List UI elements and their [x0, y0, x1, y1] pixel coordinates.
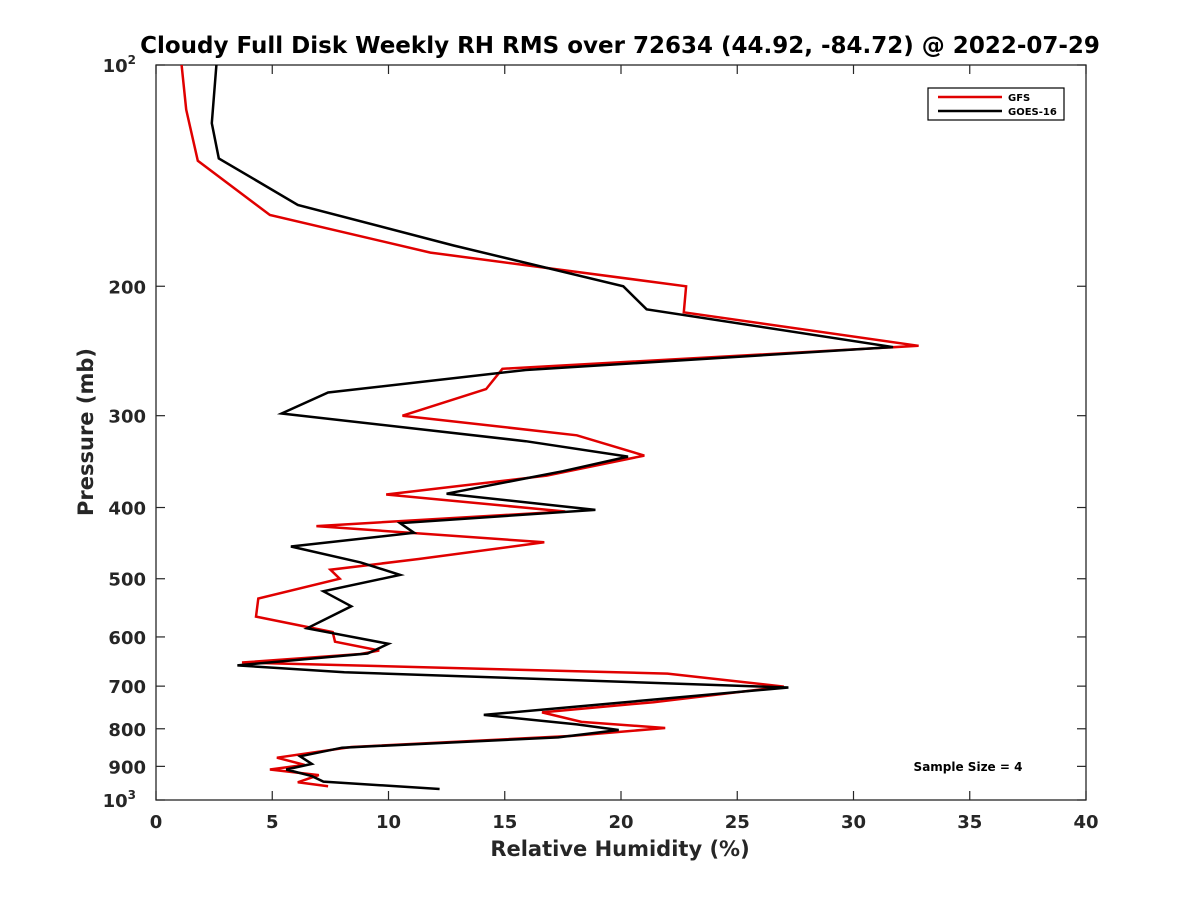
- y-axis: 102 200 300 400 500 600 700 800 900 103: [103, 53, 1086, 812]
- x-axis: 0 5 10 15 20 25 30 35 40: [150, 65, 1099, 833]
- plot-area: [155, 64, 1087, 801]
- x-tick-label: 15: [492, 812, 517, 833]
- y-tick-label: 103: [103, 788, 136, 812]
- series-layer: [180, 64, 919, 791]
- x-tick-label: 30: [841, 812, 866, 833]
- y-tick-label: 900: [108, 757, 146, 778]
- legend-label-gfs: GFS: [1008, 93, 1030, 104]
- chart-title: Cloudy Full Disk Weekly RH RMS over 7263…: [140, 33, 1100, 59]
- y-tick-label: 400: [108, 499, 146, 520]
- x-tick-label: 0: [150, 812, 163, 833]
- x-tick-label: 20: [608, 812, 633, 833]
- x-tick-label: 10: [376, 812, 401, 833]
- legend-label-goes16: GOES-16: [1008, 107, 1057, 118]
- y-tick-label: 700: [108, 677, 146, 698]
- x-tick-label: 25: [725, 812, 750, 833]
- y-tick-label: 500: [108, 570, 146, 591]
- y-tick-label: 102: [103, 53, 136, 77]
- y-tick-label: 300: [108, 407, 146, 428]
- y-tick-label: 800: [108, 720, 146, 741]
- legend: GFS GOES-16: [927, 87, 1065, 121]
- series-line-goes16: [210, 64, 894, 791]
- y-axis-label: Pressure (mb): [74, 348, 98, 516]
- x-tick-label: 5: [266, 812, 279, 833]
- x-tick-label: 40: [1073, 812, 1098, 833]
- x-tick-label: 35: [957, 812, 982, 833]
- sample-size-annotation: Sample Size = 4: [914, 760, 1023, 774]
- x-axis-label: Relative Humidity (%): [490, 837, 749, 861]
- y-tick-label: 200: [108, 277, 146, 298]
- y-tick-label: 600: [108, 628, 146, 649]
- legend-box: [927, 87, 1065, 121]
